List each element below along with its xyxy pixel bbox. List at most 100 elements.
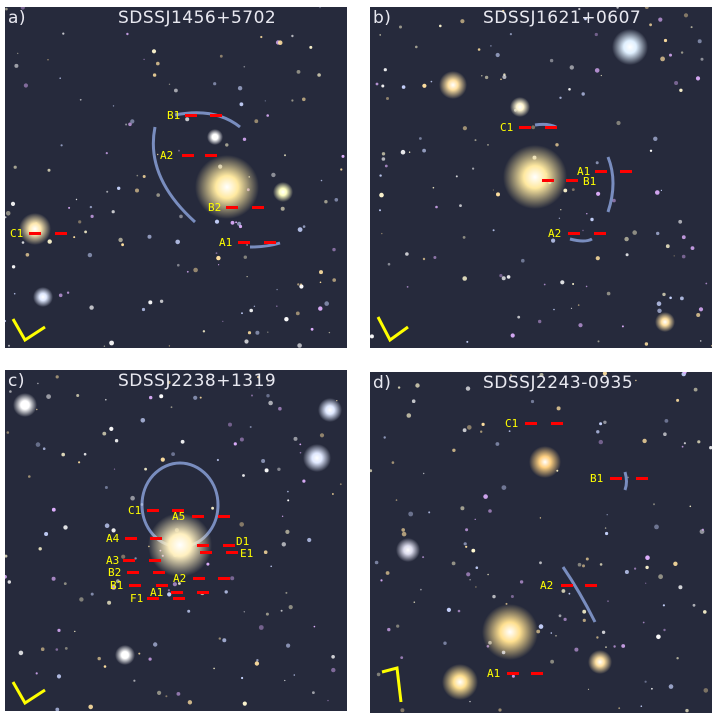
- star: [405, 252, 409, 256]
- image-label: A2: [173, 572, 187, 585]
- star: [280, 609, 283, 612]
- star: [658, 574, 663, 580]
- star: [213, 667, 215, 670]
- star: [218, 637, 221, 640]
- star: [242, 701, 247, 706]
- star: [228, 422, 232, 427]
- image-marker: [223, 544, 235, 547]
- star: [703, 688, 709, 693]
- image-label: C1: [505, 417, 519, 430]
- star: [605, 646, 607, 648]
- image-label: B1: [583, 175, 597, 188]
- star: [435, 205, 438, 209]
- star: [549, 58, 554, 63]
- star: [211, 506, 215, 510]
- star: [111, 210, 115, 214]
- star: [480, 430, 483, 433]
- star: [669, 296, 672, 300]
- star: [5, 554, 8, 558]
- star: [172, 582, 177, 587]
- star: [698, 307, 704, 312]
- star: [568, 88, 571, 91]
- star: [543, 283, 546, 286]
- image-marker: [29, 232, 41, 235]
- star: [126, 32, 129, 36]
- star: [256, 659, 259, 662]
- star: [408, 511, 414, 517]
- star: [297, 227, 303, 233]
- star: [151, 49, 157, 54]
- star: [160, 457, 165, 462]
- star: [216, 458, 219, 462]
- compass-icon: [381, 666, 403, 703]
- star: [106, 190, 109, 193]
- star: [238, 224, 243, 229]
- star: [63, 582, 67, 585]
- star: [578, 7, 581, 11]
- star: [299, 451, 302, 454]
- star: [475, 586, 477, 588]
- star: [471, 548, 476, 553]
- star: [709, 446, 712, 450]
- star: [484, 75, 489, 80]
- star: [112, 105, 115, 107]
- star: [632, 230, 637, 235]
- star: [624, 236, 629, 242]
- star: [432, 186, 435, 189]
- star: [582, 618, 586, 622]
- star: [288, 605, 293, 610]
- star: [23, 83, 28, 88]
- star: [511, 674, 515, 678]
- image-marker: [620, 170, 632, 173]
- star: [443, 641, 447, 645]
- star: [521, 258, 525, 263]
- star: [168, 83, 171, 86]
- star: [47, 168, 51, 172]
- star: [237, 221, 242, 226]
- star: [287, 499, 290, 502]
- star: [157, 153, 159, 156]
- sky-image: [370, 372, 712, 713]
- star: [88, 704, 93, 710]
- star: [370, 334, 374, 339]
- star: [645, 582, 647, 584]
- star: [680, 51, 684, 54]
- star: [28, 475, 31, 478]
- star: [519, 580, 524, 584]
- galaxy: [19, 213, 51, 245]
- star: [46, 394, 51, 399]
- star: [73, 236, 76, 239]
- star: [341, 154, 345, 158]
- star: [555, 635, 557, 637]
- star: [606, 291, 611, 296]
- star: [558, 217, 561, 219]
- star: [539, 373, 544, 377]
- star: [387, 262, 391, 266]
- star: [241, 676, 244, 680]
- star: [135, 188, 139, 193]
- star: [606, 514, 608, 516]
- galaxy: [396, 538, 420, 562]
- star: [332, 278, 337, 282]
- star: [90, 592, 94, 596]
- galaxy: [195, 155, 259, 219]
- star: [239, 102, 244, 107]
- star: [600, 74, 602, 77]
- star: [596, 430, 600, 434]
- star: [477, 48, 481, 51]
- star: [153, 642, 158, 647]
- star: [83, 452, 87, 456]
- star: [6, 431, 10, 434]
- star: [312, 691, 315, 694]
- star: [79, 597, 84, 602]
- star: [59, 77, 61, 79]
- star: [260, 35, 263, 39]
- image-marker: [205, 154, 217, 157]
- star: [263, 550, 268, 554]
- star: [495, 52, 500, 58]
- star: [663, 432, 667, 436]
- star: [381, 232, 383, 235]
- image-label: A1: [487, 667, 501, 680]
- star: [474, 518, 476, 520]
- star: [37, 382, 39, 385]
